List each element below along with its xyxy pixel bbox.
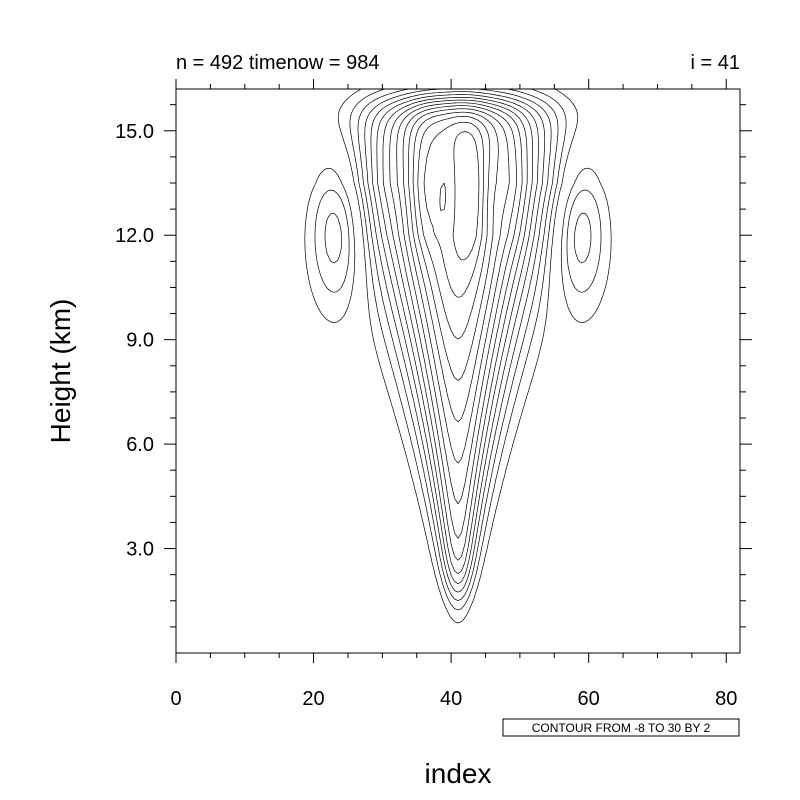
contour-level-neg6 xyxy=(324,212,592,264)
contour-level-12 xyxy=(376,94,539,574)
y-axis-title: Height (km) xyxy=(45,299,76,444)
y-tick-label: 15.0 xyxy=(115,121,154,143)
contour-level-8 xyxy=(364,89,552,593)
plot-frame xyxy=(175,88,741,654)
x-axis-title: index xyxy=(425,758,492,789)
x-axis-ticks: 0 20 40 60 80 xyxy=(170,79,737,710)
y-tick-label: 3.0 xyxy=(126,539,154,561)
contour-level-2 xyxy=(337,89,579,624)
contour-level-18 xyxy=(396,102,523,504)
contour-level-4 xyxy=(349,89,567,611)
contour-level-22 xyxy=(408,108,510,423)
title-left: n = 492 timenow = 984 xyxy=(176,52,379,74)
x-tick-label: 40 xyxy=(440,688,462,710)
contour-level-24 xyxy=(412,111,499,381)
contour-info-box: CONTOUR FROM -8 TO 30 BY 2 xyxy=(502,718,740,737)
contour-level-6 xyxy=(357,89,559,601)
y-tick-label: 6.0 xyxy=(126,434,154,456)
contour-lines xyxy=(304,89,612,624)
contour-level-10 xyxy=(370,91,546,584)
contour-level-26 xyxy=(417,116,491,340)
contour-level-28 xyxy=(423,121,484,298)
x-tick-label: 0 xyxy=(170,688,181,710)
contour-level-neg2 xyxy=(304,167,612,323)
contour-level-14 xyxy=(382,97,533,561)
y-axis-ticks: 3.0 6.0 9.0 12.0 15.0 xyxy=(115,104,752,628)
title-right: i = 41 xyxy=(691,52,740,74)
x-tick-label: 20 xyxy=(302,688,324,710)
contour-level-16 xyxy=(389,99,528,539)
x-tick-label: 60 xyxy=(578,688,600,710)
y-tick-label: 9.0 xyxy=(126,330,154,352)
y-tick-label: 12.0 xyxy=(115,225,154,247)
contour-level-30 xyxy=(452,131,480,261)
contour-info-label: CONTOUR FROM -8 TO 30 BY 2 xyxy=(532,721,711,735)
x-tick-label: 80 xyxy=(715,688,737,710)
contour-level-neg4 xyxy=(314,189,602,293)
contour-level-20 xyxy=(402,105,517,464)
